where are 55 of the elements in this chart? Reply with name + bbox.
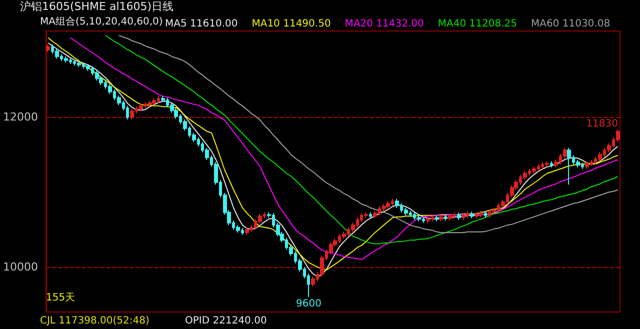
candlestick [95,70,99,81]
candlestick [404,207,408,216]
annotation: 11830 [586,118,618,130]
candlestick [55,48,59,60]
candlestick [311,276,315,288]
candlestick [152,98,156,106]
candlestick [236,224,240,234]
annotation: 155天 [46,292,76,304]
candlestick [439,214,443,222]
candlestick [386,200,390,210]
candlestick [598,152,602,162]
candlestick [567,147,571,186]
candlestick [484,210,487,218]
text: MA40 11208.25 [438,18,517,30]
candlestick [492,207,496,214]
candlestick [395,198,399,208]
candlestick [245,226,249,236]
candlestick [576,159,580,168]
y-tick-label: 12000 [2,110,38,124]
candlestick [457,212,461,220]
candlestick [532,166,536,174]
candlestick [373,210,377,219]
text: MA组合(5,10,20,40,60,0) [40,16,163,28]
candlestick [139,103,143,112]
text: OPID 221240.00 [185,316,267,326]
candlestick [64,56,68,63]
chart-title: 沪铝1605(SHME al1605)日线 [20,0,174,13]
candlestick [435,214,439,222]
candlestick [550,160,553,168]
candlestick [479,210,483,218]
candlestick [130,108,134,120]
annotation: 9600 [296,298,322,310]
candlestick [369,212,372,219]
text: MA5 11610.00 [165,18,238,30]
candlestick [342,231,346,240]
candlestick [382,204,386,212]
candlestick [585,160,589,170]
candlestick [417,214,421,222]
candlestick [86,63,90,72]
candlestick [77,60,81,68]
candlestick [444,214,447,222]
y-tick-label: 10000 [2,260,38,274]
text: MA10 11490.50 [252,18,331,30]
candlestick [364,212,368,218]
candlestick [426,216,430,224]
candlestick [470,211,474,219]
candlestick [46,44,50,52]
candlestick [448,213,452,222]
candlestick [462,212,465,220]
text: MA20 11432.00 [344,18,424,30]
candlestick [148,100,152,108]
candlestick [545,160,549,168]
text: MA60 11030.08 [530,18,610,30]
candlestick [466,211,469,218]
text: CJL 117398.00(52:48) [40,316,150,326]
